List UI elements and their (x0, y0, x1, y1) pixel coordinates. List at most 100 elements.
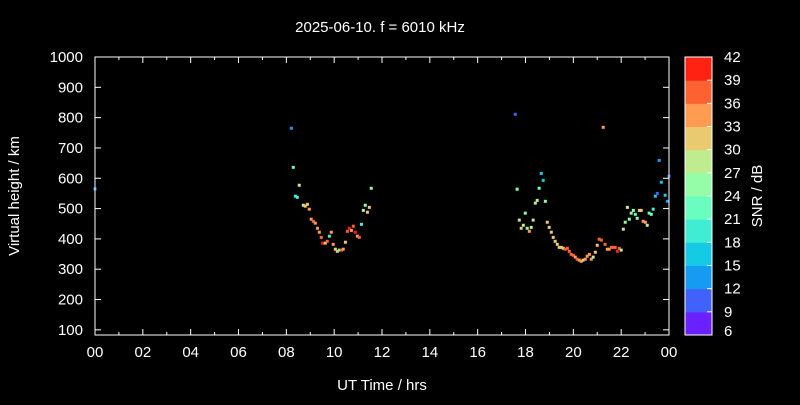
y-axis-label: Virtual height / km (6, 136, 23, 256)
data-point (663, 193, 667, 197)
data-point (641, 219, 645, 223)
data-point (553, 239, 557, 243)
data-point (597, 237, 601, 241)
data-point (655, 191, 659, 195)
data-point (369, 186, 373, 190)
data-point (305, 202, 309, 206)
data-point (565, 246, 569, 250)
colorbar-tick-label: 21 (724, 211, 741, 228)
data-point (321, 241, 325, 245)
data-point (293, 194, 297, 198)
colorbar-band (685, 196, 712, 220)
x-axis-label: UT Time / hrs (337, 377, 427, 394)
y-axis-ticks: 100 200 300 400 500 600 700 800 900 1000 (50, 49, 669, 339)
x-tick-label: 04 (182, 344, 199, 361)
data-point (609, 245, 613, 249)
data-point (659, 180, 663, 184)
colorbar: 6 9 12 15 18 21 24 27 30 33 36 39 42 (684, 49, 741, 340)
data-point (569, 252, 573, 256)
data-point (559, 245, 563, 249)
data-point (333, 247, 337, 251)
data-point (525, 226, 529, 230)
y-tick-label: 600 (58, 170, 83, 187)
data-point (639, 208, 643, 212)
data-point (343, 240, 347, 244)
data-point (297, 183, 301, 187)
data-point (323, 241, 327, 245)
data-point (317, 230, 321, 234)
colorbar-tick-label: 42 (724, 49, 741, 66)
x-tick-label: 00 (87, 344, 104, 361)
data-point (515, 187, 519, 191)
data-point (649, 212, 653, 216)
x-tick-label: 00 (661, 344, 678, 361)
data-point (619, 248, 623, 252)
data-point (315, 226, 319, 230)
data-point (365, 210, 369, 214)
data-point (601, 125, 605, 129)
data-point (605, 247, 609, 251)
data-point (627, 217, 631, 221)
colorbar-tick-label: 24 (724, 188, 741, 205)
colorbar-label: SNR / dB (749, 165, 766, 228)
data-point (513, 112, 517, 116)
data-point (355, 234, 359, 238)
data-point (575, 257, 579, 261)
data-point (535, 198, 539, 202)
data-point (533, 201, 537, 205)
data-point (325, 239, 329, 243)
colorbar-band (685, 149, 712, 174)
data-point (613, 245, 617, 249)
data-point (537, 186, 541, 190)
data-point (607, 247, 611, 251)
data-point (643, 220, 647, 224)
y-tick-label: 200 (58, 292, 83, 309)
data-point (657, 158, 661, 162)
x-tick-label: 18 (517, 344, 534, 361)
data-point (665, 199, 669, 203)
data-point (337, 248, 341, 252)
colorbar-band (685, 219, 712, 243)
data-point (633, 212, 637, 216)
data-point (351, 224, 355, 228)
colorbar-band (685, 172, 712, 197)
data-point (295, 195, 299, 199)
data-point (521, 223, 525, 227)
y-tick-label: 1000 (50, 49, 83, 66)
data-point (611, 245, 615, 249)
colorbar-band (685, 80, 712, 104)
data-point (583, 257, 587, 261)
data-point (545, 220, 549, 224)
data-point (301, 203, 305, 207)
data-point (303, 204, 307, 208)
data-point (621, 227, 625, 231)
data-point (307, 207, 311, 211)
data-point (615, 249, 619, 253)
data-point (289, 126, 293, 130)
colorbar-band (685, 103, 712, 127)
y-tick-label: 700 (58, 140, 83, 157)
y-tick-label: 300 (58, 261, 83, 278)
colorbar-band (685, 126, 712, 151)
data-point (623, 220, 627, 224)
data-point (313, 221, 317, 225)
data-point (581, 258, 585, 262)
data-point (591, 255, 595, 259)
data-point (519, 226, 523, 230)
colorbar-tick-label: 15 (724, 258, 741, 275)
colorbar-tick-label: 12 (724, 281, 741, 298)
data-point (523, 211, 527, 215)
colorbar-band (685, 265, 712, 290)
data-point (629, 211, 633, 215)
x-tick-label: 12 (374, 344, 391, 361)
data-point (563, 247, 567, 251)
data-point (541, 178, 545, 182)
data-point (367, 205, 371, 209)
data-point (635, 216, 639, 220)
colorbar-tick-label: 33 (724, 119, 741, 136)
data-point (547, 225, 551, 229)
data-point (645, 223, 649, 227)
colorbar-tick-label: 6 (724, 323, 732, 340)
x-tick-label: 14 (421, 344, 438, 361)
